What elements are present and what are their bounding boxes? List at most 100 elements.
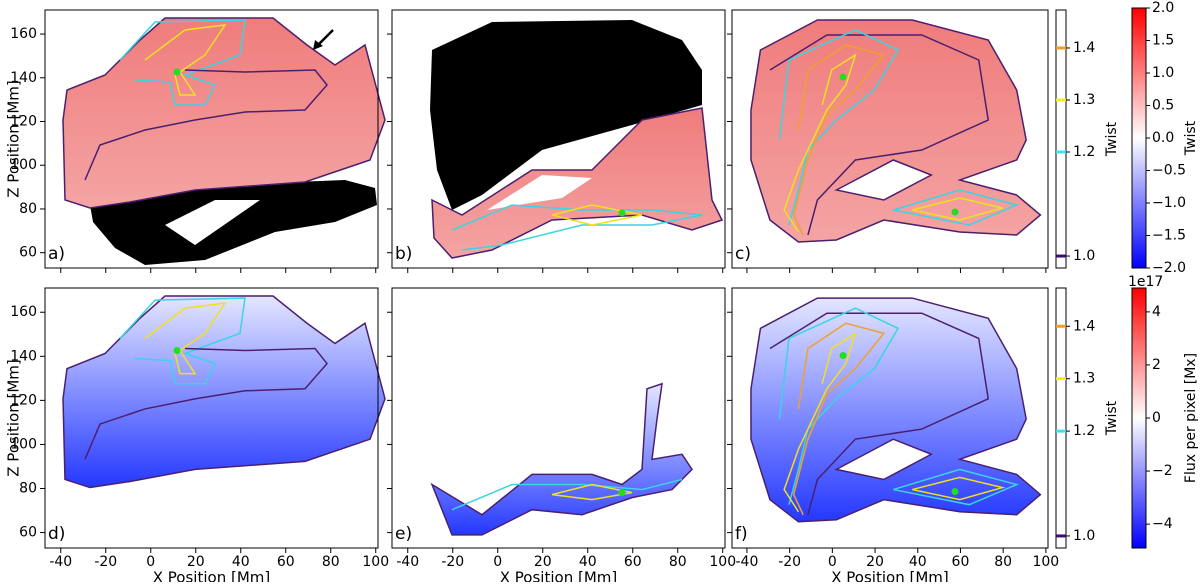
x-tick-label: 80 (994, 554, 1012, 570)
x-tick-label: 40 (909, 554, 927, 570)
x-tick-label: -40 (396, 554, 419, 570)
y-tick-label: 140 (10, 348, 37, 364)
panel-frame (44, 287, 379, 549)
region (165, 200, 260, 245)
contour (84, 69, 328, 181)
tick-label: −1.0 (1152, 195, 1186, 211)
tick-label: 1.4 (1073, 40, 1095, 56)
arrow (316, 29, 334, 47)
x-tick-label: -20 (94, 554, 117, 570)
contour (144, 302, 227, 375)
contour (792, 322, 886, 516)
colorbar (1131, 287, 1147, 549)
x-tick-label: 80 (322, 554, 340, 570)
x-tick-label: -40 (736, 554, 759, 570)
tick-label: −0.5 (1152, 163, 1186, 179)
tick-label: 1.4 (1073, 318, 1095, 334)
centroid-dot (839, 73, 847, 81)
colorbar-label: Twist (1183, 120, 1199, 156)
centroid-dot (951, 488, 959, 496)
contour (769, 312, 990, 515)
contour (144, 24, 227, 96)
tick-label: −4 (1152, 516, 1173, 532)
x-tick-label: 20 (866, 554, 884, 570)
x-tick-label: 60 (952, 554, 970, 570)
x-tick-label: 40 (232, 554, 250, 570)
region (487, 175, 592, 210)
contour (551, 483, 633, 501)
x-tick-label: 40 (579, 554, 597, 570)
centroid-dot (951, 208, 959, 216)
contour (769, 34, 990, 236)
region (62, 295, 386, 489)
region (834, 159, 934, 201)
panel-label: c) (735, 244, 751, 264)
panel-label: e) (395, 524, 412, 544)
region (62, 17, 386, 209)
tick-label: 0.5 (1152, 98, 1174, 114)
region (430, 382, 693, 536)
tick-label: 2 (1152, 357, 1161, 373)
contour (792, 44, 886, 236)
y-tick-label: 160 (10, 304, 37, 320)
y-tick-label: 160 (10, 26, 37, 42)
tick-label: 0 (1152, 410, 1161, 426)
tick-label: −2.0 (1152, 260, 1186, 276)
y-tick-label: 80 (19, 481, 37, 497)
centroid-dot (618, 489, 626, 497)
contour (912, 197, 1003, 221)
y-tick-label: 60 (19, 525, 37, 541)
x-tick-label: 100 (709, 554, 736, 570)
panel-label: b) (395, 244, 412, 264)
y-tick-label: 120 (10, 114, 37, 130)
contour (84, 347, 328, 460)
panel-frame (44, 9, 379, 269)
contour (119, 297, 246, 385)
contour (783, 331, 857, 513)
centroid-dot (173, 68, 181, 76)
region (750, 19, 1042, 243)
tick-label: 1.3 (1073, 371, 1095, 387)
colorbar (1131, 7, 1147, 269)
panel-frame (731, 287, 1049, 549)
y-tick-label: 100 (10, 436, 37, 452)
tick-label: 1.5 (1152, 33, 1174, 49)
contour (912, 476, 1006, 501)
x-tick-label: -40 (49, 554, 72, 570)
x-tick-label: 20 (534, 554, 552, 570)
arrow-head (313, 40, 323, 50)
panel-frame (391, 287, 726, 549)
panel (62, 295, 386, 489)
x-tick-label: -20 (778, 554, 801, 570)
contour (451, 478, 683, 511)
x-tick-label: 0 (146, 554, 155, 570)
region (430, 20, 702, 210)
tick-label: −2 (1152, 463, 1173, 479)
region (750, 297, 1042, 523)
y-tick-label: 100 (10, 157, 37, 173)
tick-label: 1.0 (1152, 65, 1174, 81)
y-axis-label: Z Position [Mm] (5, 80, 23, 197)
colorbar (1055, 287, 1067, 549)
colorbar-label: Twist (1104, 400, 1120, 436)
tick-label: 1.2 (1073, 144, 1095, 160)
contour (119, 19, 246, 106)
tick-label: 1.0 (1073, 248, 1095, 264)
tick-label: 1.3 (1073, 92, 1095, 108)
x-axis-label: X Position [Mm] (831, 569, 948, 583)
region (834, 438, 934, 481)
y-axis-label: Z Position [Mm] (5, 359, 23, 476)
panel (430, 382, 693, 536)
tick-label: 1.0 (1073, 528, 1095, 544)
panel (62, 17, 386, 265)
contour (778, 307, 900, 505)
x-tick-label: 80 (669, 554, 687, 570)
x-tick-label: 60 (277, 554, 295, 570)
offset-label: 1e17 (1128, 274, 1163, 290)
panel (430, 20, 724, 259)
contour (783, 53, 857, 233)
panel-label: a) (48, 244, 65, 264)
x-tick-label: -20 (441, 554, 464, 570)
colorbar-label: Flux per pixel [Mx] (1183, 353, 1199, 483)
region (90, 180, 377, 265)
